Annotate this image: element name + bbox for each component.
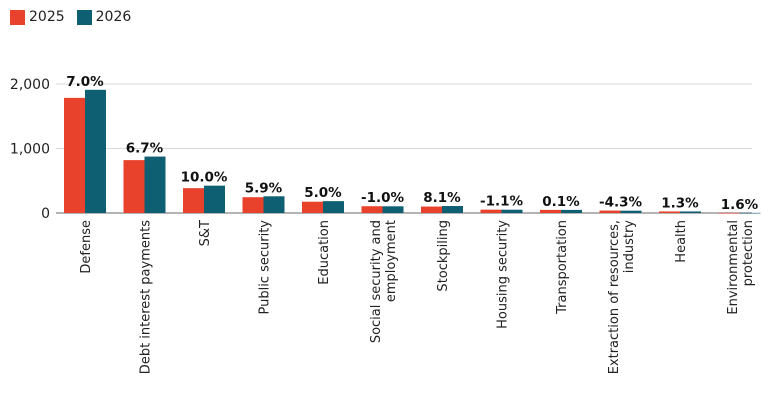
chart-legend: 2025 2026 [10,9,143,25]
x-tick-label: Public security [258,220,273,315]
bar-2026 [442,206,463,213]
x-tick-label: protection [741,220,756,286]
percent-change-label: 6.7% [126,141,164,157]
percent-change-label: 5.9% [245,180,283,196]
bar-2025 [242,197,264,213]
bar-2026 [204,185,225,213]
y-tick-label: 0 [41,206,50,222]
x-tick-label: industry [622,220,637,274]
bar-2026 [382,206,404,213]
bar-2025 [64,97,85,213]
legend-item-2026: 2026 [76,9,132,25]
bar-2025 [421,206,442,213]
bar-2025 [123,160,145,213]
y-tick-label: 2,000 [10,77,50,93]
bar-2025 [480,209,502,213]
percent-change-label: 7.0% [66,74,104,90]
percent-change-label: 8.1% [423,190,461,206]
x-tick-label: Social security and [369,220,384,343]
percent-change-label: 1.3% [661,195,699,211]
legend-label-2025: 2025 [29,9,65,25]
x-tick-label: Housing security [496,220,511,329]
y-tick-label: 1,000 [10,142,50,158]
bar-2025 [183,188,204,213]
bar-2025 [540,209,561,213]
bar-2025 [718,212,740,214]
bar-2026 [85,89,106,213]
x-tick-label: S&T [198,220,213,246]
x-tick-label: Stockpiling [436,220,451,292]
legend-item-2025: 2025 [10,9,65,25]
bar-2026 [680,211,701,213]
x-tick-label: Education [317,220,332,285]
bar-2026 [263,196,285,213]
x-tick-label: Debt interest payments [139,220,154,374]
percent-change-label: -1.1% [480,194,524,210]
x-tick-label: Extraction of resources, [607,220,622,374]
percent-change-label: 5.0% [304,185,342,201]
bar-2026 [144,156,166,213]
legend-swatch-2026 [76,9,92,25]
x-tick-label: Defense [79,220,94,274]
bar-2026 [620,210,642,213]
bar-2026 [561,209,582,213]
legend-swatch-2025 [10,9,25,25]
bar-2025 [361,206,383,213]
percent-change-label: 0.1% [542,194,580,210]
bar-2026 [501,209,523,213]
bar-2026 [739,212,761,214]
legend-label-2026: 2026 [95,9,132,25]
percent-change-label: -1.0% [361,190,405,206]
x-tick-label: Environmental [726,220,741,315]
percent-change-label: 1.6% [721,197,759,213]
x-tick-label: Health [674,220,689,263]
bar-2025 [659,211,680,213]
x-tick-label: Transportation [555,220,570,315]
bar-2026 [323,201,344,213]
percent-change-label: -4.3% [599,195,643,211]
bar-2025 [302,201,323,213]
bar-2025 [599,210,621,213]
x-tick-label: employment [384,220,399,302]
percent-change-label: 10.0% [181,170,228,186]
